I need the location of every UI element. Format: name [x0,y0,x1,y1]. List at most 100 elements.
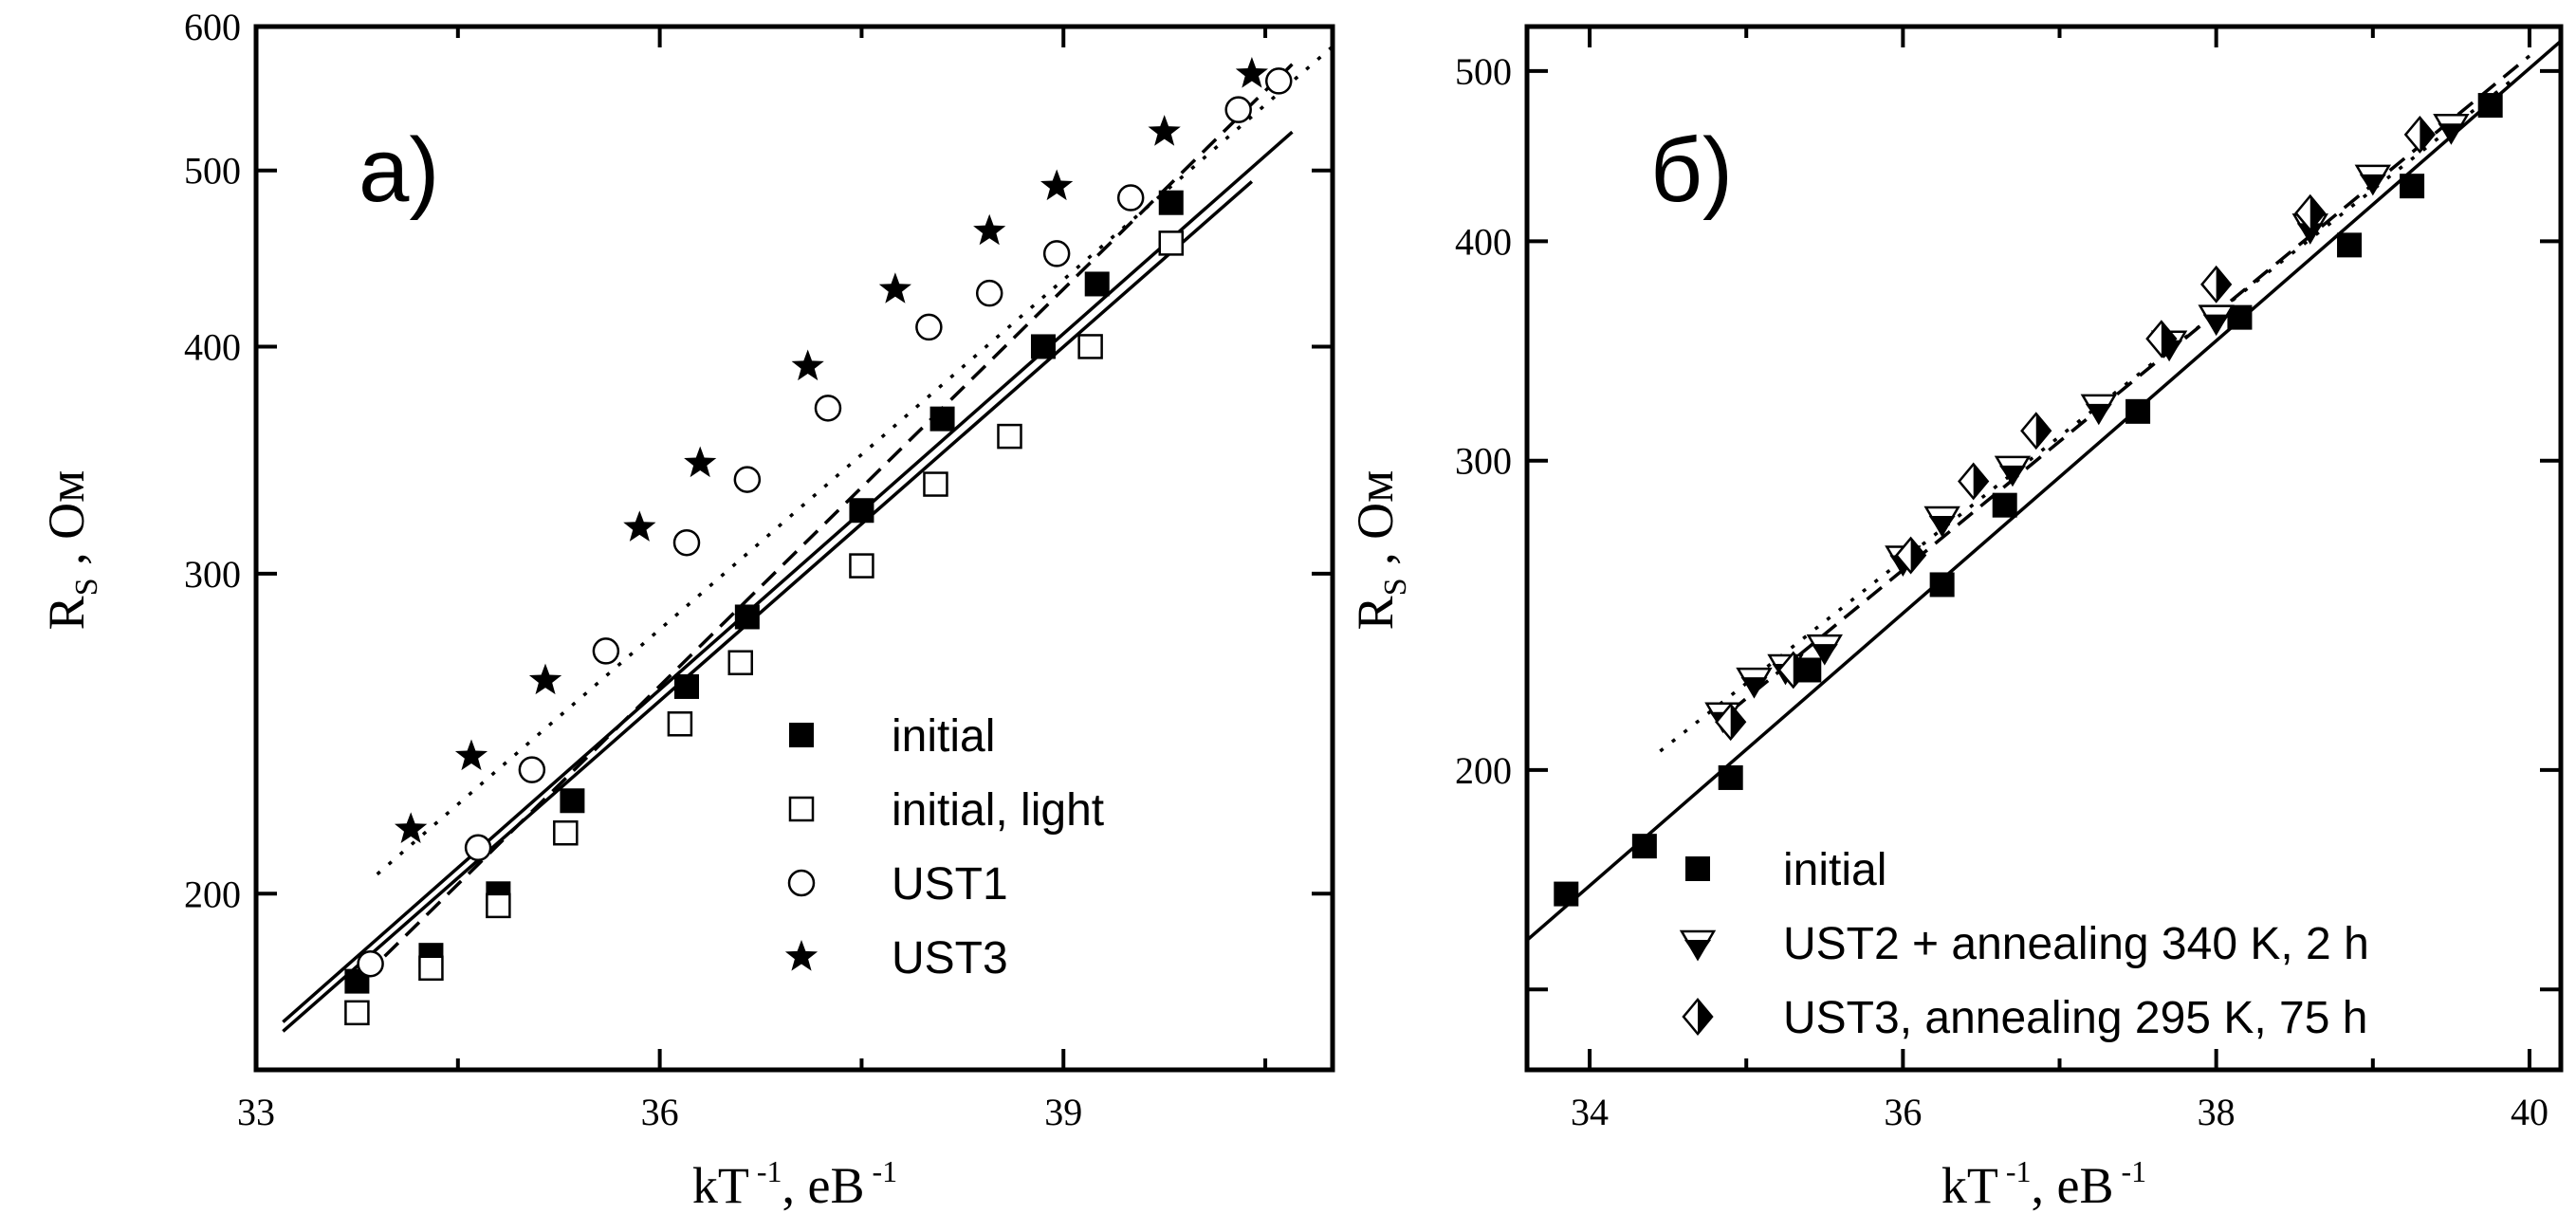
data-point-b-2-fill [2085,403,2112,423]
legend-label-b-3: UST3, annealing 295 K, 75 h [1783,993,2367,1043]
data-point-b-2-fill [1740,677,1768,697]
y-tick-label-a: 200 [184,873,241,915]
x-axis-title-b: kT -1, eB -1 [1941,1154,2146,1214]
plot-frame-a [253,24,1335,1073]
data-point-a-1 [1158,190,1184,215]
fit-line-a-1 [282,130,1294,1023]
legend-marker-a-3 [787,869,816,897]
data-point-b-1 [1554,881,1579,907]
data-point-b-3-fill [1793,653,1808,688]
legend-marker-a-1 [789,723,814,747]
data-point-a-4 [1235,57,1268,88]
data-point-b-1 [1718,764,1743,790]
legend-label-a-1: initial [892,711,995,762]
data-point-a-3 [357,949,384,978]
data-point-a-3 [592,637,620,665]
legend-marker-a-2 [788,796,815,822]
x-tick-label-b: 38 [2198,1091,2236,1133]
x-tick-label-b: 40 [2511,1091,2548,1133]
data-point-a-3 [814,395,842,422]
data-point-b-1 [2400,174,2425,199]
chart-panel-a: 33 36 39 200 300 400 500 600 kT -1, eB -1 RS , Ом… [38,6,1335,1214]
fit-line-a-3 [362,63,1294,979]
data-point-b-2 [1736,667,1773,699]
data-point-b-2-fill [2202,314,2230,334]
legend-label-b-2: UST2 + annealing 340 K, 2 h [1783,919,2369,969]
data-point-a-3 [1265,67,1293,95]
data-point-a-3 [733,466,762,493]
legend-label-a-2: initial, light [892,785,1104,836]
data-point-b-1 [2337,232,2363,258]
chart-panel-b: 34 36 38 40 200 300 400 500 kT -1, eB -1 RS , Ом б… [1347,24,2564,1214]
data-point-b-1 [2477,93,2503,119]
data-point-a-4 [623,510,656,542]
data-point-a-3 [975,279,1003,307]
legend-label-b-1: initial [1783,845,1886,895]
legend-marker-b-2-fill [1684,940,1711,959]
data-point-a-1 [929,406,955,432]
fit-line-b-1 [1525,40,2563,942]
data-point-a-3 [1042,240,1071,267]
legend-marker-b-3 [1682,998,1714,1036]
data-point-a-1 [849,498,874,524]
data-point-a-4 [973,213,1006,246]
data-point-a-1 [1084,271,1110,297]
data-point-b-1 [1992,492,2017,518]
data-point-b-3 [2145,320,2178,359]
data-point-b-2 [1806,634,1843,666]
y-tick-label-a: 600 [184,6,241,48]
legend-marker-a-4 [784,940,819,971]
fit-line-b-2 [1729,54,2531,713]
data-point-b-3 [2294,193,2327,232]
y-tick-label-b: 400 [1455,220,1512,263]
data-point-b-3-fill [2420,117,2435,152]
data-point-b-3 [1715,703,1747,742]
data-point-a-4 [528,663,562,695]
data-point-a-2 [997,423,1022,450]
data-point-a-2 [849,553,874,579]
data-point-b-3-fill [1973,464,1988,499]
y-tick-label-a: 500 [184,150,241,193]
data-point-b-2-fill [1928,515,1956,535]
data-point-b-2 [1923,506,1960,538]
x-tick-label-a: 33 [237,1091,275,1133]
data-point-b-2 [2198,304,2235,337]
legend-label-a-3: UST1 [892,859,1008,910]
data-point-a-3 [1116,184,1145,211]
data-point-a-3 [518,756,546,783]
data-point-a-2 [727,650,753,675]
data-point-a-2 [344,1000,370,1026]
fit-line-a-2 [282,180,1254,1033]
data-point-a-3 [464,834,492,862]
data-point-a-2 [418,955,444,982]
data-point-a-1 [1030,334,1056,359]
y-axis-title-a: RS , Ом [38,470,104,631]
x-axis-title-a: kT -1, eB -1 [692,1154,897,1214]
legend-marker-b-2 [1679,929,1717,962]
x-tick-label-b: 36 [1884,1091,1922,1133]
data-point-a-2 [923,471,948,497]
data-point-a-4 [454,739,488,771]
data-point-b-3-fill [2216,267,2231,302]
y-tick-label-b: 200 [1455,749,1512,792]
x-tick-label-a: 39 [1044,1091,1082,1133]
data-point-b-3 [2020,412,2052,451]
data-point-b-3-fill [1910,538,1925,573]
data-point-a-2 [667,711,693,737]
data-point-a-4 [878,272,911,303]
data-point-a-4 [791,349,824,381]
data-point-a-2 [553,819,579,846]
data-point-b-2-fill [2438,123,2465,143]
y-tick-label-a: 400 [184,325,241,368]
data-point-a-2 [486,892,511,919]
data-point-b-2 [2433,113,2470,145]
data-point-b-3-fill [1730,705,1745,740]
data-point-a-3 [672,528,701,557]
data-point-b-3 [1777,651,1810,690]
data-point-b-2 [2080,394,2117,426]
data-point-b-1 [2125,398,2151,424]
fit-line-a-4 [376,45,1334,876]
y-tick-label-a: 300 [184,553,241,596]
data-point-a-2 [1077,334,1103,359]
y-tick-label-b: 300 [1455,440,1512,483]
